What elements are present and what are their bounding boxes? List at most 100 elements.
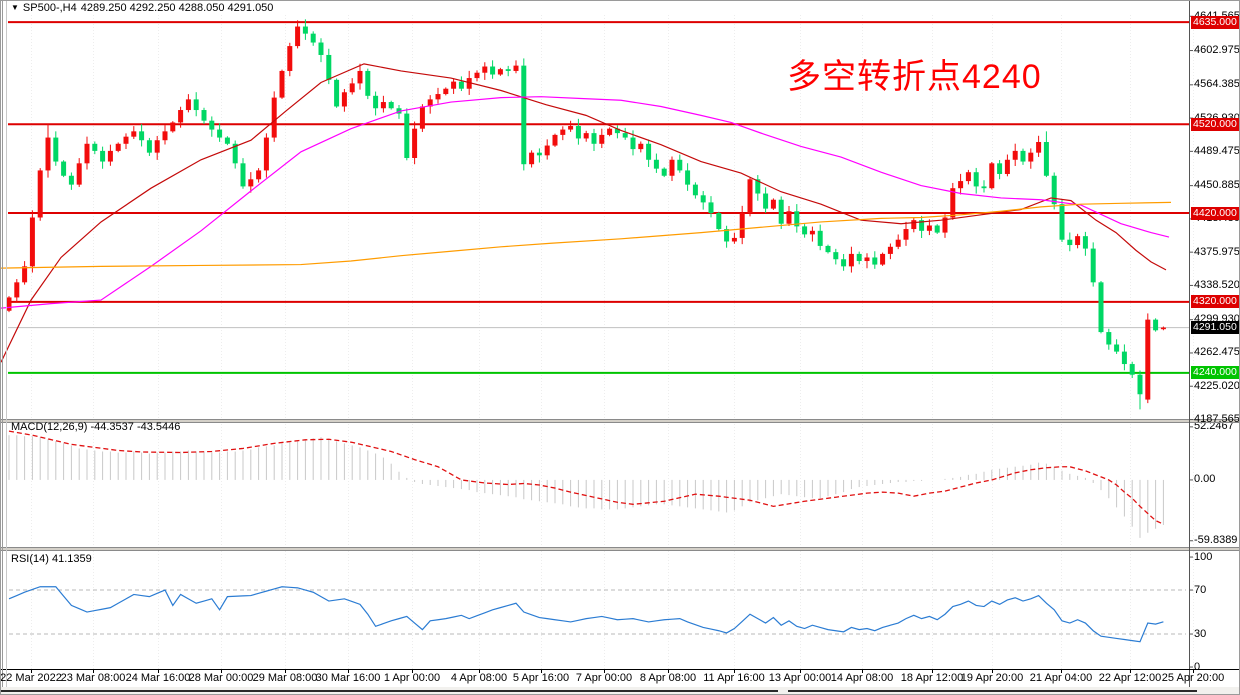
current-price-badge: 4291.050 [1191, 321, 1239, 335]
rsi-tick-label: 30 [1194, 627, 1207, 640]
candle-body [100, 150, 106, 162]
candle-body [997, 163, 1003, 174]
candle-body [84, 143, 90, 164]
candle-body [1098, 282, 1104, 333]
candle-body [310, 33, 316, 43]
candle-body [1090, 248, 1096, 283]
candle-body [926, 225, 932, 231]
time-tick-label: 19 Apr 20:00 [960, 672, 1024, 684]
candle-body [583, 133, 589, 139]
candle-body [560, 129, 566, 135]
candle-body [380, 102, 386, 109]
candle-body [53, 137, 59, 162]
price-tick-label: 4450.885 [1194, 179, 1240, 192]
candle-body [326, 54, 332, 80]
time-tick-label: 29 Mar 08:00 [252, 672, 318, 684]
time-tick-label: 1 Apr 00:00 [383, 672, 441, 684]
candle-body [271, 97, 277, 138]
candle-body [950, 188, 956, 218]
candle-body [716, 213, 722, 230]
price-tick-label: 4602.975 [1194, 44, 1240, 57]
candle-body [224, 137, 230, 144]
candle-body [497, 69, 503, 75]
candle-body [1059, 204, 1065, 240]
candle-body [1153, 319, 1159, 331]
candle-body [919, 220, 925, 231]
candle-body [817, 230, 823, 246]
candle-body [794, 211, 800, 227]
candle-body [872, 257, 878, 265]
price-level-badge: 4240.000 [1191, 366, 1239, 380]
rsi-indicator-label: RSI(14) 41.1359 [11, 553, 92, 565]
candle-body [864, 257, 870, 262]
candle-body [973, 172, 979, 187]
candle-body [911, 220, 917, 230]
pane-separator[interactable] [1, 419, 1240, 423]
candle-body [536, 152, 542, 156]
candle-body [575, 126, 581, 139]
time-tick-label: 8 Apr 08:00 [639, 672, 697, 684]
candle-body [1012, 150, 1018, 160]
rsi-tick-label: 70 [1194, 583, 1207, 596]
candle-body [622, 133, 628, 138]
macd-tick-label: -59.8389 [1194, 534, 1238, 547]
candle-body [646, 143, 652, 160]
candle-body [490, 66, 496, 75]
macd-tick-label: 0.00 [1194, 473, 1216, 486]
chart-title-bar: ▼ SP500-,H4 4289.250 4292.250 4288.050 4… [7, 1, 467, 15]
candle-body [505, 69, 511, 71]
candle-body [458, 81, 464, 89]
candle-body [747, 179, 753, 214]
candle-body [856, 253, 862, 262]
rsi-tick-label: 0 [1194, 660, 1201, 673]
candle-body [544, 145, 550, 156]
candle-body [68, 175, 74, 185]
time-tick-label: 11 Apr 16:00 [703, 672, 765, 684]
time-tick-label: 23 Mar 08:00 [60, 672, 126, 684]
candle-body [1106, 332, 1112, 345]
candle-body [217, 129, 223, 138]
time-tick-label: 18 Apr 12:00 [900, 672, 964, 684]
candle-body [755, 179, 761, 194]
candle-body [131, 131, 137, 137]
candle-body [638, 143, 644, 150]
price-level-badge: 4635.000 [1191, 15, 1239, 29]
candle-body [724, 229, 730, 242]
candle-body [248, 179, 254, 187]
time-tick-label: 25 Apr 20:00 [1161, 672, 1225, 684]
candle-body [334, 79, 340, 107]
candle-body [435, 94, 441, 100]
candle-body [123, 136, 129, 144]
candle-body [880, 253, 886, 265]
ma-fast-line [1, 63, 1167, 363]
candle-body [677, 159, 683, 171]
candle-body [1121, 351, 1127, 365]
candle-body [770, 199, 776, 209]
candle-body [809, 230, 815, 235]
candle-body [92, 143, 98, 151]
candle-body [614, 128, 620, 134]
candle-body [22, 266, 28, 283]
candle-body [661, 168, 667, 176]
candle-body [412, 128, 418, 158]
price-tick-label: 4262.475 [1194, 346, 1240, 359]
pane-separator[interactable] [1, 547, 1240, 551]
candle-body [708, 202, 714, 214]
symbol-dropdown-icon[interactable]: ▼ [11, 3, 19, 12]
candle-body [552, 134, 558, 146]
ohlc-values: 4289.250 4292.250 4288.050 4291.050 [80, 2, 274, 14]
candle-body [1082, 236, 1088, 249]
candle-body [287, 46, 293, 71]
candle-body [833, 252, 839, 260]
candle-body [45, 137, 51, 171]
candle-body [349, 83, 355, 93]
candle-body [513, 65, 519, 71]
candle-body [731, 237, 737, 242]
candle-body [685, 170, 691, 185]
time-tick-label: 24 Mar 16:00 [125, 672, 191, 684]
price-level-badge: 4320.000 [1191, 295, 1239, 309]
ma-slow-line [1, 201, 1172, 269]
price-tick-label: 4489.475 [1194, 144, 1240, 157]
